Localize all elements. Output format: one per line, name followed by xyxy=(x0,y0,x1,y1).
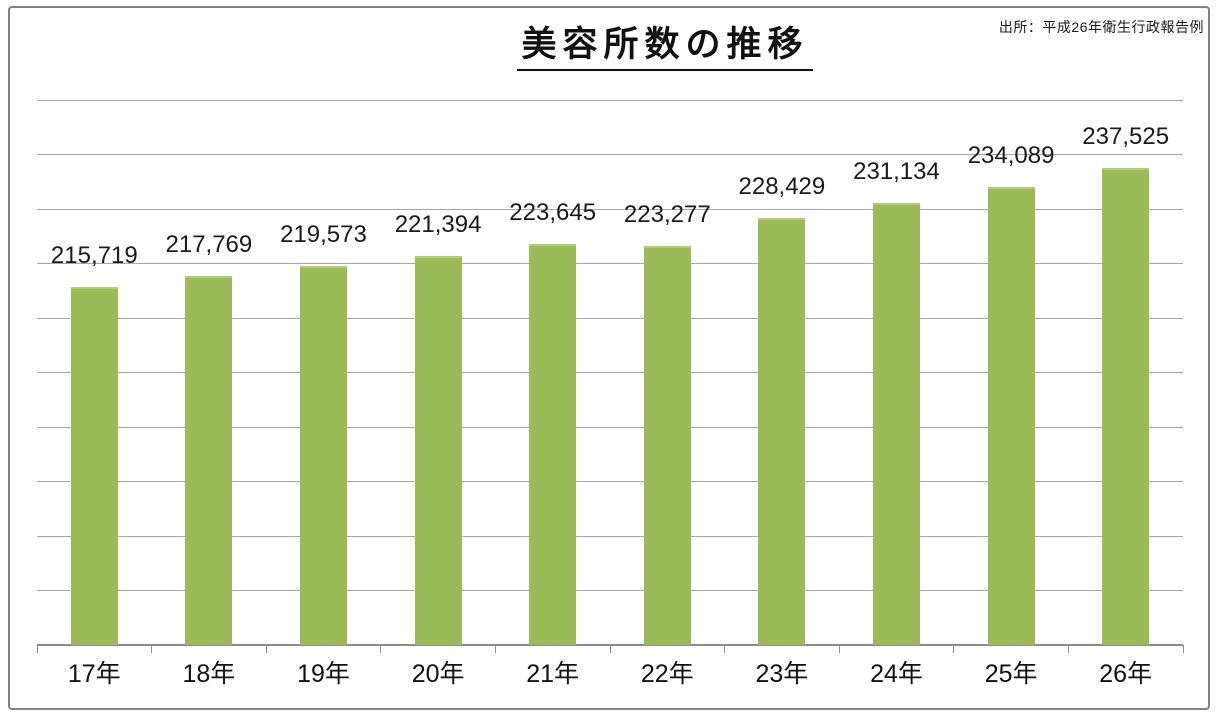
gridline xyxy=(37,426,1183,428)
bar xyxy=(758,217,806,645)
gridline xyxy=(37,154,1183,155)
gridline xyxy=(37,481,1183,482)
bar xyxy=(643,245,691,645)
axis-tick xyxy=(838,645,840,653)
x-axis-label: 24年 xyxy=(870,660,923,688)
x-axis-label: 18年 xyxy=(182,660,236,688)
bar-value-label: 215,719 xyxy=(50,241,138,269)
bar xyxy=(70,286,118,645)
axis-tick xyxy=(151,645,153,653)
source-note: 出所：平成26年衛生行政報告例 xyxy=(998,19,1204,35)
gridline xyxy=(37,263,1183,264)
gridline xyxy=(37,535,1183,537)
chart-title-row: 美容所数の推移 xyxy=(0,24,1218,71)
axis-tick xyxy=(380,645,382,653)
bar-value-label: 217,769 xyxy=(165,230,253,258)
axis-tick xyxy=(724,645,726,653)
bar-value-label: 223,645 xyxy=(509,198,597,226)
bar xyxy=(185,275,233,645)
axis-tick xyxy=(953,645,955,653)
gridline xyxy=(37,317,1183,319)
x-axis-label: 25年 xyxy=(984,660,1038,688)
axis-tick xyxy=(494,645,496,653)
bar-value-label: 228,429 xyxy=(738,172,826,200)
chart-title: 美容所数の推移 xyxy=(517,24,813,71)
x-axis-label: 21年 xyxy=(526,660,580,688)
bar xyxy=(873,202,920,645)
axis-tick xyxy=(36,645,38,653)
bar-value-label: 237,525 xyxy=(1082,122,1170,150)
bar xyxy=(987,186,1035,645)
gridline xyxy=(37,99,1183,101)
axis-tick xyxy=(1067,645,1069,653)
axis-tick xyxy=(1182,645,1184,653)
x-axis-label: 19年 xyxy=(297,660,350,688)
x-axis-label: 22年 xyxy=(640,660,694,688)
bar-value-label: 231,134 xyxy=(853,157,940,185)
bar-value-label: 223,277 xyxy=(623,200,711,228)
x-axis-label: 26年 xyxy=(1099,660,1153,688)
x-axis-label: 20年 xyxy=(411,660,465,688)
gridline xyxy=(37,590,1183,591)
bar xyxy=(414,255,462,645)
bar-value-label: 219,573 xyxy=(280,220,367,248)
bar-value-label: 221,394 xyxy=(394,210,482,238)
bar-value-label: 234,089 xyxy=(967,141,1055,169)
axis-tick xyxy=(609,645,611,653)
bar xyxy=(300,265,347,645)
axis-tick xyxy=(265,645,267,653)
gridline xyxy=(37,208,1183,210)
gridline xyxy=(37,372,1183,373)
bar xyxy=(1102,167,1150,645)
bar xyxy=(529,243,577,645)
x-axis-label: 23年 xyxy=(755,660,809,688)
x-axis-label: 17年 xyxy=(67,660,121,688)
